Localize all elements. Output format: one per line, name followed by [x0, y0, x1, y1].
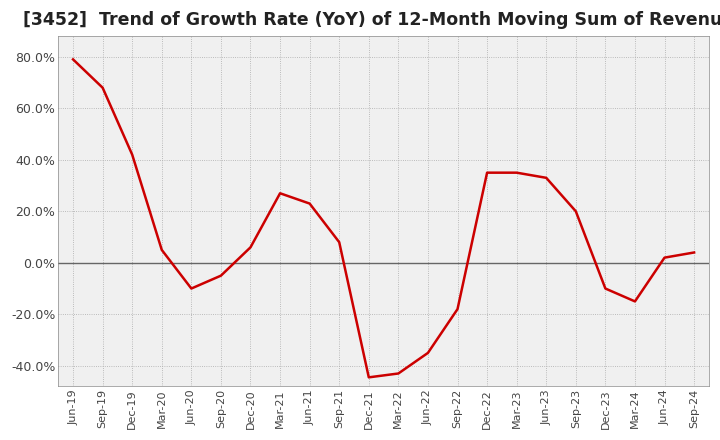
Title: [3452]  Trend of Growth Rate (YoY) of 12-Month Moving Sum of Revenues: [3452] Trend of Growth Rate (YoY) of 12-… — [23, 11, 720, 29]
